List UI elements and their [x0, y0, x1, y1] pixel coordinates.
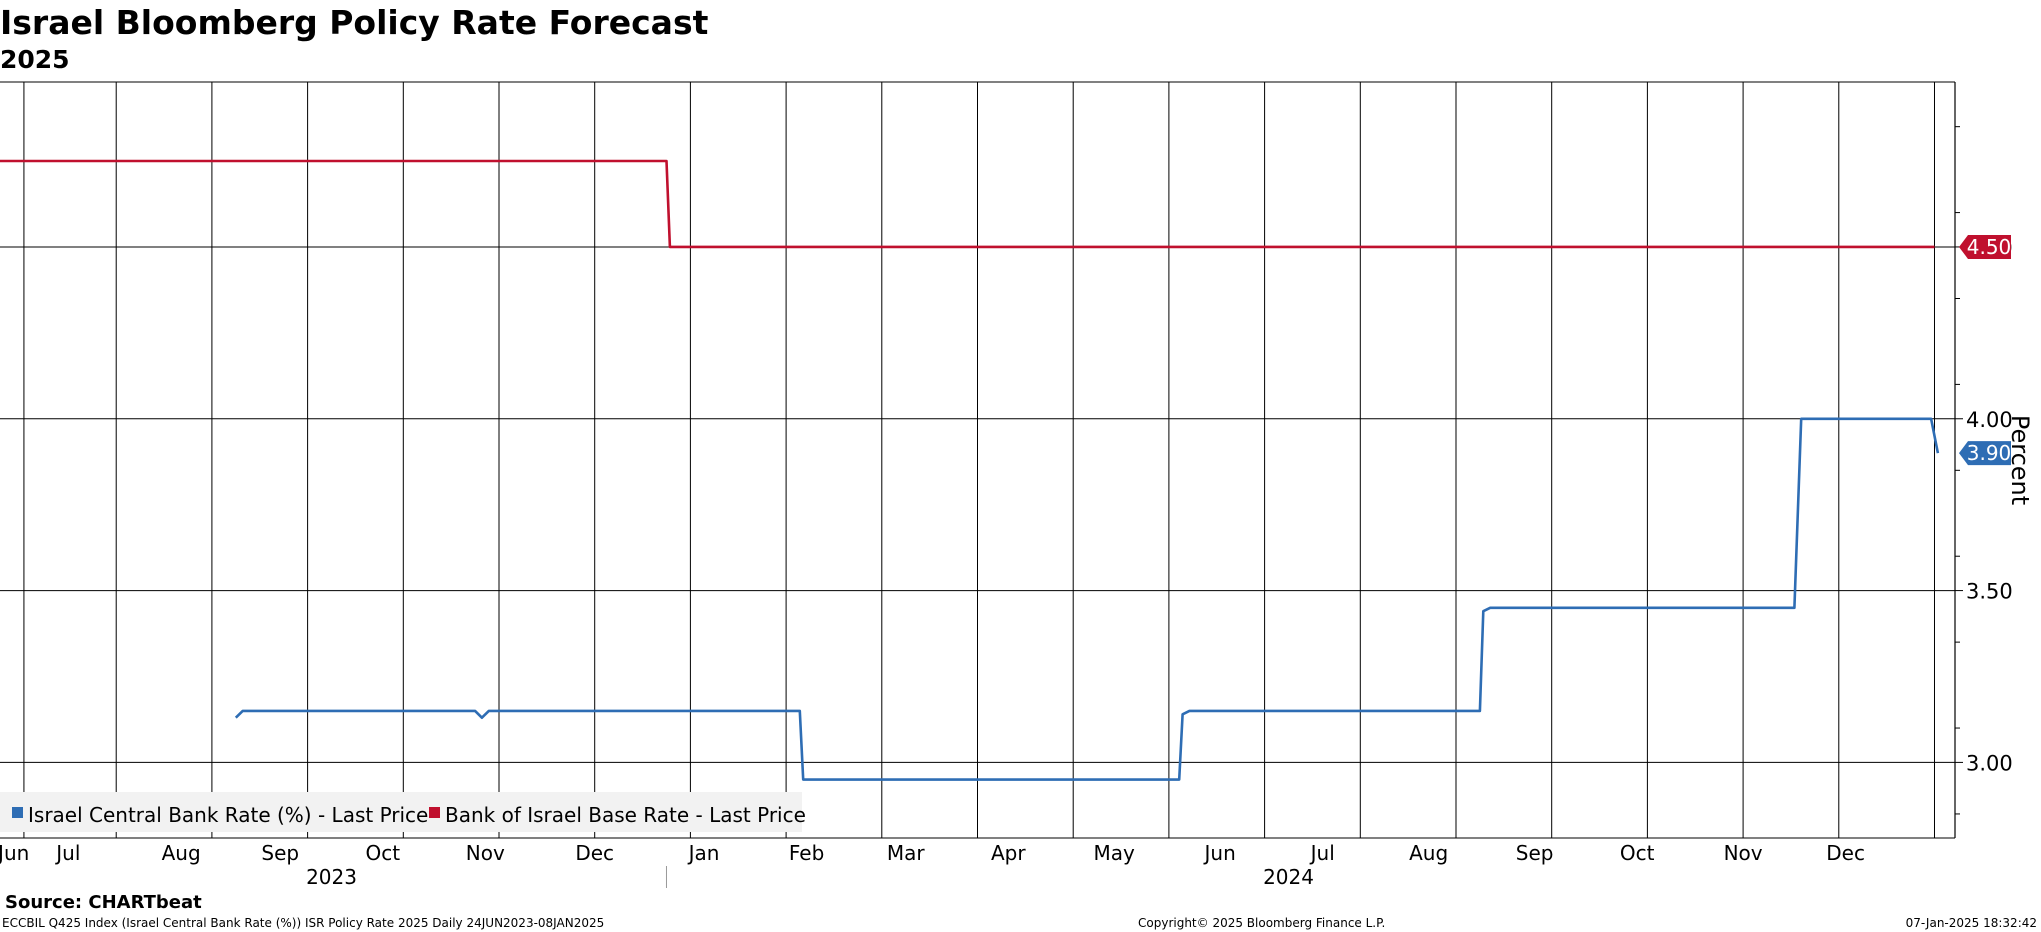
x-year-label: 2024 — [1263, 865, 1314, 889]
x-tick-label: Jul — [1309, 841, 1335, 865]
x-tick-label: Dec — [575, 841, 614, 865]
last-value-badge-central-bank-rate — [1959, 441, 2011, 466]
legend-background — [0, 792, 802, 832]
series-layer — [0, 159, 1940, 781]
legend-swatch-base-rate — [429, 807, 440, 818]
grid — [0, 82, 1955, 838]
last-value-labels: 3.90 4.50 — [1959, 234, 2012, 466]
index-info: ECCBIL Q425 Index (Israel Central Bank R… — [2, 916, 604, 930]
x-tick-label: Nov — [1724, 841, 1763, 865]
last-value-central-bank-rate: 3.90 — [1967, 441, 2012, 465]
chart-subtitle: 2025 — [0, 45, 70, 74]
x-tick-label: Aug — [1409, 841, 1448, 865]
legend-item-central-bank-rate: Israel Central Bank Rate (%) - Last Pric… — [28, 803, 428, 827]
x-tick-label: Nov — [466, 841, 505, 865]
series-line-base-rate — [0, 159, 1935, 249]
legend: Israel Central Bank Rate (%) - Last Pric… — [0, 792, 806, 832]
y-axis: 3.00 3.50 4.00 4.50 — [1955, 126, 2013, 815]
x-axis: Jun Jul Aug Sep Oct Nov Dec Jan Feb Mar Apr May Jun J… — [0, 841, 1865, 889]
x-tick-label: Oct — [1620, 841, 1655, 865]
x-tick-label: Jul — [54, 841, 80, 865]
x-tick-label: Dec — [1826, 841, 1865, 865]
y-tick-label: 4.00 — [1966, 408, 2013, 432]
plot-frame — [0, 81, 1956, 839]
x-tick-label: Jan — [687, 841, 720, 865]
y-tick-label: 3.50 — [1966, 580, 2013, 604]
x-tick-label: Sep — [261, 841, 299, 865]
x-tick-label: Aug — [162, 841, 201, 865]
source-label: Source: CHARTbeat — [5, 892, 202, 913]
legend-swatch-central-bank-rate — [12, 807, 23, 818]
x-year-label: 2023 — [306, 865, 357, 889]
last-value-badge-base-rate — [1959, 234, 2011, 259]
x-tick-label: Oct — [366, 841, 401, 865]
x-tick-label: May — [1094, 841, 1136, 865]
x-tick-label: Sep — [1516, 841, 1554, 865]
legend-item-base-rate: Bank of Israel Base Rate - Last Price — [445, 803, 806, 827]
x-tick-label: Jun — [0, 841, 29, 865]
x-tick-label: Jun — [1203, 841, 1236, 865]
x-tick-label: Apr — [991, 841, 1026, 865]
last-value-base-rate: 4.50 — [1967, 235, 2012, 259]
x-tick-label: Mar — [887, 841, 926, 865]
timestamp: 07-Jan-2025 18:32:42 — [1906, 916, 2037, 930]
series-line-central-bank-rate — [234, 417, 1940, 781]
x-tick-label: Feb — [789, 841, 824, 865]
y-tick-label: 3.00 — [1966, 751, 2013, 775]
copyright: Copyright© 2025 Bloomberg Finance L.P. — [1138, 916, 1385, 930]
chart-title: Israel Bloomberg Policy Rate Forecast — [0, 3, 709, 42]
